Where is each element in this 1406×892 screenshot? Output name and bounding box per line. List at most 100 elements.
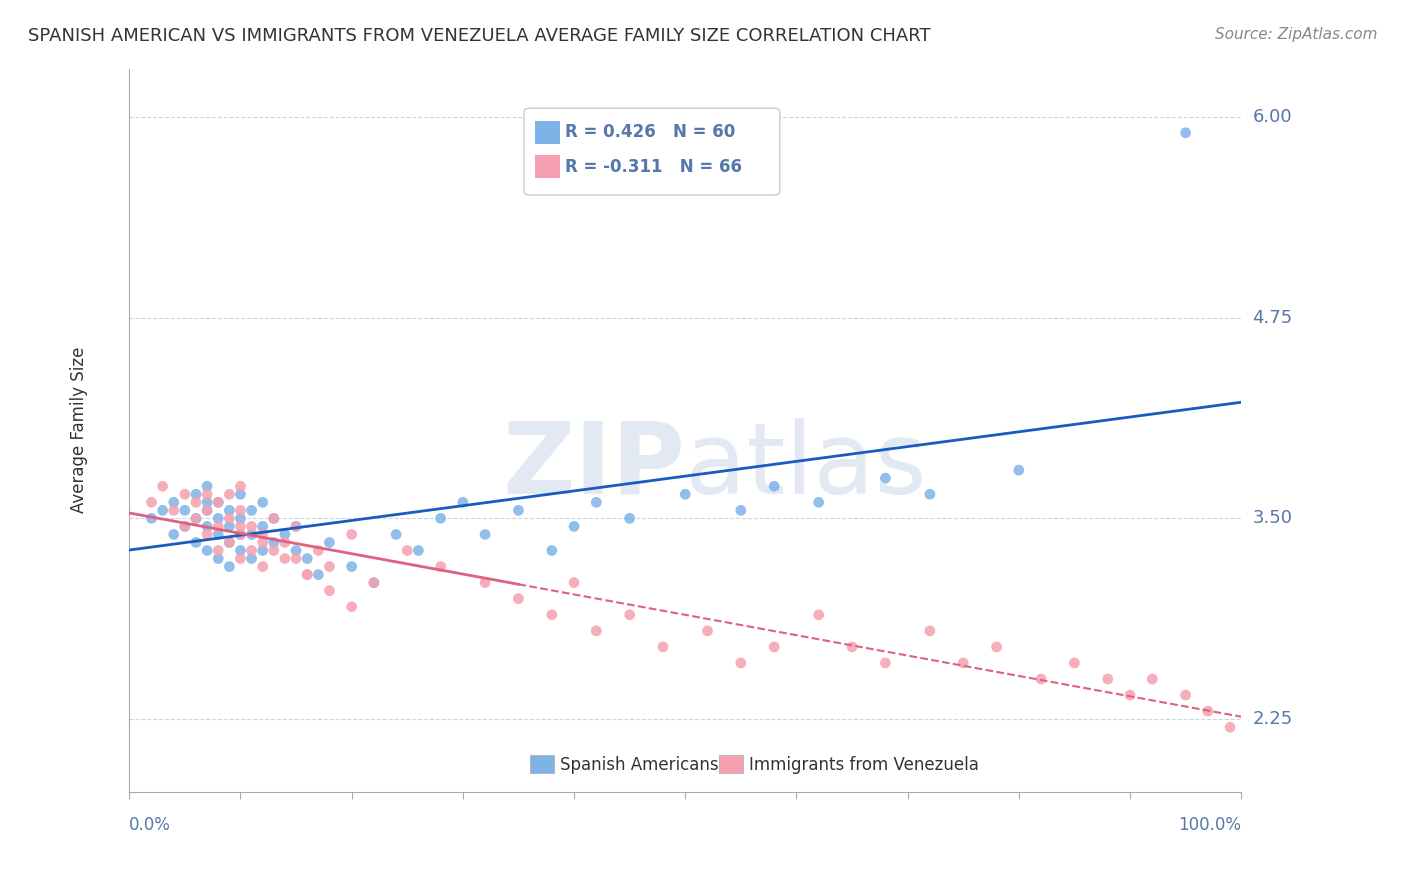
Point [318,559,340,574]
Point [875,471,897,485]
Point [429,559,451,574]
Point [195,479,218,493]
Point [875,656,897,670]
Point [986,640,1008,654]
Point [173,503,195,517]
Text: 6.00: 6.00 [1253,108,1292,126]
Text: Average Family Size: Average Family Size [70,347,89,513]
Point [474,527,496,541]
Point [218,487,240,501]
Text: atlas: atlas [685,417,927,515]
Point [285,519,308,533]
Point [173,487,195,501]
Point [295,567,318,582]
Point [195,527,218,541]
Point [585,495,607,509]
Point [1029,672,1052,686]
Point [1008,463,1031,477]
Point [562,519,585,533]
Point [252,519,274,533]
Text: 2.25: 2.25 [1253,710,1292,728]
Point [252,527,274,541]
Point [184,487,207,501]
Point [152,503,174,517]
Point [1174,126,1197,140]
Point [229,543,252,558]
Point [184,495,207,509]
Point [763,640,786,654]
Point [318,583,340,598]
Point [1097,672,1119,686]
Point [207,495,229,509]
Point [274,527,297,541]
Point [619,511,641,525]
Point [252,535,274,549]
Point [1119,688,1142,702]
Point [195,503,218,517]
Point [285,519,308,533]
Point [195,519,218,533]
Point [1219,720,1241,734]
Point [173,519,195,533]
Point [252,559,274,574]
Point [252,543,274,558]
Point [229,519,252,533]
Point [340,599,363,614]
Point [274,535,297,549]
Point [252,495,274,509]
Point [274,551,297,566]
Text: R = -0.311   N = 66: R = -0.311 N = 66 [565,158,742,176]
Point [730,656,752,670]
Point [363,575,385,590]
Point [240,527,263,541]
Text: SPANISH AMERICAN VS IMMIGRANTS FROM VENEZUELA AVERAGE FAMILY SIZE CORRELATION CH: SPANISH AMERICAN VS IMMIGRANTS FROM VENE… [28,27,931,45]
Bar [536,155,560,178]
Point [474,575,496,590]
Point [229,511,252,525]
Point [229,487,252,501]
Point [451,495,474,509]
Point [173,519,195,533]
Point [295,567,318,582]
Text: 4.75: 4.75 [1253,309,1292,326]
Point [218,519,240,533]
Point [385,527,408,541]
Point [508,591,530,606]
Point [730,503,752,517]
Point [807,495,830,509]
Point [1063,656,1085,670]
Text: 3.50: 3.50 [1253,509,1292,527]
Point [218,503,240,517]
Point [396,543,419,558]
Point [696,624,718,638]
Point [240,543,263,558]
Text: 0.0%: 0.0% [129,815,172,834]
Point [295,551,318,566]
Bar [718,756,742,773]
Point [207,551,229,566]
Point [285,551,308,566]
Point [218,535,240,549]
Point [763,479,786,493]
Point [340,527,363,541]
Point [195,487,218,501]
Bar [536,121,560,145]
Point [229,551,252,566]
Point [540,607,562,622]
Point [363,575,385,590]
Point [207,527,229,541]
Point [1142,672,1164,686]
Point [408,543,430,558]
Point [195,543,218,558]
Point [562,575,585,590]
Text: R = 0.426   N = 60: R = 0.426 N = 60 [565,123,735,141]
Point [141,511,163,525]
Point [218,511,240,525]
Point [163,527,186,541]
Point [285,543,308,558]
Point [229,527,252,541]
Point [619,607,641,622]
Point [207,543,229,558]
Point [1197,704,1219,718]
Point [508,503,530,517]
